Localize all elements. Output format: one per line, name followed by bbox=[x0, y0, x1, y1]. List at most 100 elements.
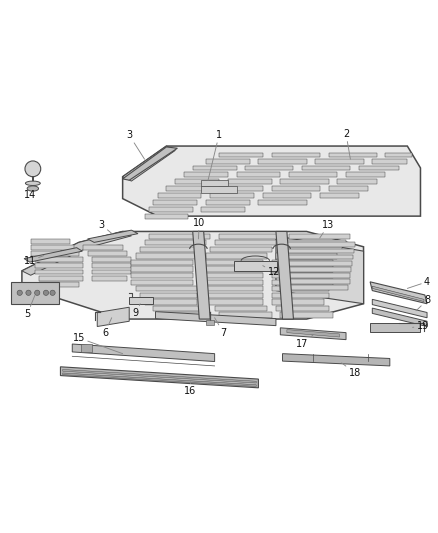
Polygon shape bbox=[145, 240, 206, 246]
Polygon shape bbox=[372, 300, 427, 318]
Polygon shape bbox=[136, 253, 197, 259]
Polygon shape bbox=[320, 193, 359, 198]
Polygon shape bbox=[372, 308, 427, 327]
Polygon shape bbox=[272, 286, 328, 292]
Polygon shape bbox=[158, 193, 201, 198]
Polygon shape bbox=[131, 266, 193, 272]
Circle shape bbox=[50, 290, 55, 295]
Polygon shape bbox=[286, 248, 354, 253]
Polygon shape bbox=[283, 354, 390, 366]
Polygon shape bbox=[346, 172, 385, 177]
Polygon shape bbox=[284, 255, 353, 260]
Polygon shape bbox=[158, 312, 210, 318]
Polygon shape bbox=[92, 257, 131, 262]
Polygon shape bbox=[201, 207, 245, 212]
Polygon shape bbox=[31, 239, 70, 244]
Polygon shape bbox=[272, 266, 333, 272]
Polygon shape bbox=[145, 214, 188, 219]
Polygon shape bbox=[11, 282, 59, 304]
Polygon shape bbox=[359, 166, 399, 170]
Polygon shape bbox=[92, 270, 131, 274]
Polygon shape bbox=[206, 293, 263, 298]
Polygon shape bbox=[272, 293, 328, 298]
Polygon shape bbox=[145, 300, 197, 304]
Polygon shape bbox=[206, 286, 263, 292]
Text: 4: 4 bbox=[407, 277, 430, 288]
Polygon shape bbox=[123, 146, 420, 216]
Polygon shape bbox=[272, 152, 320, 157]
Polygon shape bbox=[97, 307, 129, 327]
Polygon shape bbox=[123, 147, 177, 180]
Polygon shape bbox=[289, 172, 337, 177]
Polygon shape bbox=[210, 247, 272, 252]
Text: 7: 7 bbox=[215, 318, 226, 337]
Polygon shape bbox=[131, 280, 193, 285]
Polygon shape bbox=[201, 180, 228, 187]
Polygon shape bbox=[219, 312, 272, 318]
Circle shape bbox=[25, 161, 41, 177]
Circle shape bbox=[43, 290, 49, 295]
Polygon shape bbox=[81, 344, 92, 352]
Polygon shape bbox=[282, 273, 350, 278]
Polygon shape bbox=[206, 159, 250, 164]
Text: 8: 8 bbox=[416, 295, 430, 311]
Polygon shape bbox=[131, 273, 193, 278]
Polygon shape bbox=[88, 230, 138, 243]
Polygon shape bbox=[193, 231, 210, 319]
Polygon shape bbox=[280, 247, 342, 252]
Polygon shape bbox=[280, 285, 348, 290]
Polygon shape bbox=[283, 261, 352, 265]
Polygon shape bbox=[276, 231, 293, 319]
Polygon shape bbox=[92, 263, 131, 268]
Circle shape bbox=[35, 290, 40, 295]
Polygon shape bbox=[315, 159, 364, 164]
Polygon shape bbox=[140, 293, 197, 298]
Polygon shape bbox=[385, 152, 412, 157]
Text: 16: 16 bbox=[184, 382, 197, 397]
Polygon shape bbox=[228, 179, 272, 184]
Polygon shape bbox=[129, 297, 153, 304]
Polygon shape bbox=[280, 312, 333, 318]
Polygon shape bbox=[287, 243, 355, 247]
Polygon shape bbox=[83, 245, 123, 250]
Polygon shape bbox=[206, 253, 267, 259]
Polygon shape bbox=[234, 261, 277, 271]
Polygon shape bbox=[245, 166, 293, 170]
Polygon shape bbox=[60, 367, 258, 388]
Polygon shape bbox=[153, 306, 206, 311]
Text: 5: 5 bbox=[24, 295, 35, 319]
Polygon shape bbox=[272, 273, 333, 278]
Polygon shape bbox=[35, 270, 83, 274]
Polygon shape bbox=[258, 159, 307, 164]
Polygon shape bbox=[285, 240, 346, 246]
Polygon shape bbox=[136, 286, 197, 292]
Polygon shape bbox=[263, 193, 311, 198]
Polygon shape bbox=[289, 233, 350, 239]
Polygon shape bbox=[280, 328, 346, 340]
Polygon shape bbox=[63, 373, 256, 386]
Polygon shape bbox=[166, 187, 210, 191]
Polygon shape bbox=[72, 344, 215, 361]
Polygon shape bbox=[276, 306, 328, 311]
Polygon shape bbox=[184, 172, 228, 177]
Text: 6: 6 bbox=[102, 318, 112, 337]
Polygon shape bbox=[276, 253, 337, 259]
Polygon shape bbox=[201, 280, 263, 285]
Polygon shape bbox=[272, 187, 320, 191]
Text: 3: 3 bbox=[126, 130, 145, 159]
Polygon shape bbox=[287, 329, 339, 337]
Polygon shape bbox=[22, 231, 364, 319]
Text: 3: 3 bbox=[99, 220, 113, 235]
Polygon shape bbox=[149, 207, 193, 212]
Text: 12: 12 bbox=[263, 265, 280, 277]
Polygon shape bbox=[24, 248, 82, 262]
Text: 14: 14 bbox=[24, 185, 36, 200]
Polygon shape bbox=[372, 159, 407, 164]
Polygon shape bbox=[370, 282, 427, 304]
Polygon shape bbox=[155, 312, 276, 326]
Polygon shape bbox=[372, 286, 424, 302]
Polygon shape bbox=[276, 236, 364, 304]
Polygon shape bbox=[201, 187, 237, 193]
Polygon shape bbox=[328, 152, 377, 157]
Polygon shape bbox=[219, 152, 263, 157]
